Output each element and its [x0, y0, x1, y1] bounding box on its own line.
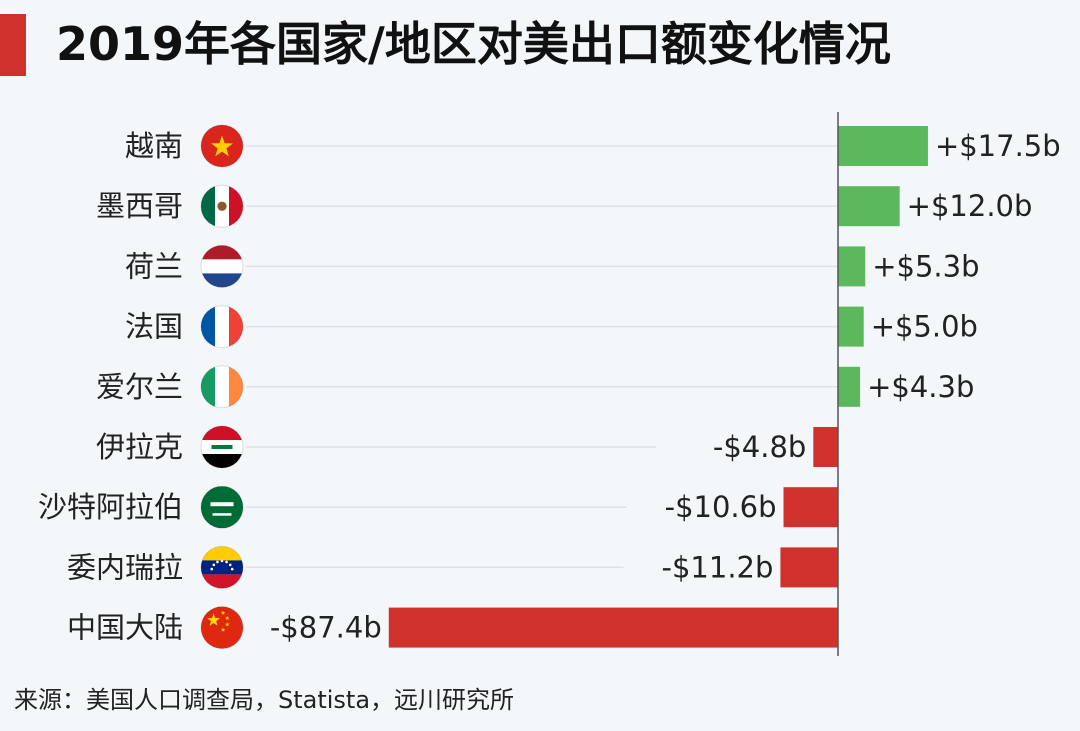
- bar-chart: 越南 +$17.5b 墨西哥 +$12.0b 荷兰 +$5.3b 法国 +$5.0b 爱尔兰 +$…: [38, 112, 1061, 656]
- category-label: 伊拉克: [96, 430, 183, 464]
- value-label: -$10.6b: [665, 490, 777, 524]
- value-label: -$87.4b: [270, 611, 382, 645]
- source-note: 来源：美国人口调查局，Statista，远川研究所: [14, 686, 515, 714]
- value-label: +$5.0b: [871, 310, 978, 344]
- category-label: 越南: [125, 129, 183, 163]
- category-label: 荷兰: [125, 249, 183, 283]
- saudi-arabia-flag-icon: [200, 485, 244, 529]
- vietnam-flag-icon: [200, 124, 244, 168]
- bar: [783, 487, 838, 528]
- bar: [838, 126, 928, 166]
- iraq-flag-icon: [200, 425, 244, 469]
- value-label: -$4.8b: [713, 430, 806, 464]
- bar: [838, 306, 864, 347]
- value-label: +$17.5b: [935, 129, 1061, 163]
- value-label: +$5.3b: [872, 249, 979, 283]
- category-label: 墨西哥: [96, 189, 183, 223]
- category-label: 委内瑞拉: [67, 550, 183, 584]
- bar: [780, 547, 838, 588]
- chart-title: 2019年各国家/地区对美出口额变化情况: [56, 17, 891, 71]
- china-flag-icon: [200, 606, 244, 650]
- ireland-flag-icon: [200, 365, 244, 409]
- bar: [838, 366, 861, 407]
- category-label: 中国大陆: [67, 611, 183, 645]
- category-label: 爱尔兰: [96, 370, 183, 404]
- bar: [813, 427, 838, 467]
- bar: [838, 246, 866, 287]
- title-accent-bar: [0, 14, 26, 76]
- france-flag-icon: [200, 305, 244, 349]
- category-label: 法国: [125, 310, 183, 344]
- netherlands-flag-icon: [200, 244, 244, 288]
- value-label: +$4.3b: [867, 370, 974, 404]
- venezuela-flag-icon: [200, 545, 244, 589]
- bar: [838, 186, 900, 227]
- bar: [388, 607, 838, 648]
- category-label: 沙特阿拉伯: [38, 490, 183, 524]
- mexico-flag-icon: [200, 184, 244, 228]
- value-label: +$12.0b: [907, 189, 1033, 223]
- value-label: -$11.2b: [662, 550, 774, 584]
